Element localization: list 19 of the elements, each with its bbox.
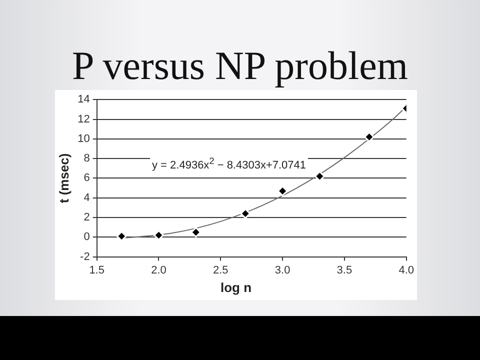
y-tick-label: 2: [84, 212, 90, 224]
y-tick-label: 4: [84, 192, 90, 204]
x-tick-label: 3.5: [336, 264, 352, 276]
chart-title: P versus NP problem: [71, 42, 409, 89]
x-tick-label: 1.5: [89, 264, 104, 276]
x-tick-label: 2.5: [212, 264, 228, 276]
x-axis-title: log n: [219, 280, 253, 295]
y-tick-label: 14: [78, 94, 90, 106]
y-tick-label: 8: [84, 152, 90, 165]
y-axis-title: t (msec): [56, 153, 72, 204]
x-tick-label: 2.0: [151, 264, 166, 276]
x-tick-label: 4.0: [398, 264, 414, 276]
y-tick-label: 0: [84, 231, 90, 244]
y-tick-label: 12: [78, 113, 90, 126]
annotation: y = 2.4936x$^{2}$ − 8.4303x+7.0741: [150, 156, 308, 172]
y-tick-label: 10: [78, 132, 90, 145]
y-tick-label: 6: [84, 172, 90, 184]
y-tick-label: -2: [80, 250, 90, 263]
x-tick-label: 3.0: [274, 264, 290, 276]
